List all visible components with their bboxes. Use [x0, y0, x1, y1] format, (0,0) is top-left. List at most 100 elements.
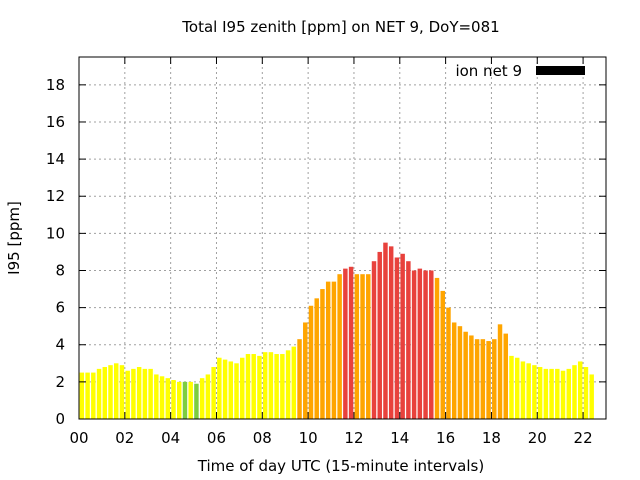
y-tick-label: 0: [55, 410, 65, 428]
bar: [366, 274, 371, 419]
x-tick-label: 08: [253, 429, 272, 447]
bar: [159, 376, 165, 419]
bar: [509, 355, 514, 419]
y-tick-label: 8: [55, 261, 65, 279]
bar: [532, 365, 537, 419]
bar: [537, 367, 543, 419]
bar: [486, 341, 491, 419]
bar: [514, 357, 520, 419]
y-tick-label: 12: [46, 187, 65, 205]
bar: [446, 307, 451, 419]
bar: [434, 277, 440, 419]
bar: [343, 268, 348, 419]
bar: [303, 322, 308, 419]
x-tick-label: 10: [299, 429, 318, 447]
bar: [331, 281, 337, 419]
bar: [325, 281, 331, 419]
bar: [543, 368, 549, 419]
bar: [85, 372, 90, 419]
bar: [492, 339, 497, 419]
x-tick-label: 02: [115, 429, 134, 447]
bar: [268, 352, 274, 419]
bar: [251, 354, 256, 419]
x-tick-label: 20: [528, 429, 547, 447]
bar: [142, 368, 148, 419]
bar: [560, 370, 566, 419]
bar: [285, 350, 291, 419]
bar: [257, 355, 262, 419]
bar: [457, 326, 463, 419]
bar: [194, 383, 199, 419]
x-tick-label: 22: [574, 429, 593, 447]
bar: [274, 354, 279, 419]
bar: [520, 361, 526, 419]
bar: [469, 335, 474, 419]
bar: [96, 368, 102, 419]
y-tick-label: 4: [55, 336, 65, 354]
y-axis: 0 2 4 6 8 10 12 14 16 18: [46, 76, 606, 428]
bar: [182, 381, 188, 419]
bar: [440, 290, 445, 419]
bar: [228, 361, 234, 419]
x-tick-label: 00: [69, 429, 88, 447]
plot-frame: [78, 56, 607, 420]
bar: [125, 370, 130, 419]
bar: [503, 333, 508, 419]
bar: [205, 374, 211, 419]
chart-title: Total I95 zenith [ppm] on NET 9, DoY=081: [181, 18, 499, 36]
bar: [451, 322, 457, 419]
bar: [91, 372, 96, 419]
bar: [526, 363, 531, 419]
bars: [79, 242, 594, 419]
bar: [262, 352, 268, 419]
bar: [406, 261, 411, 419]
bar: [371, 261, 377, 419]
y-tick-label: 18: [46, 76, 65, 94]
bar: [131, 368, 136, 419]
bar: [388, 246, 394, 419]
x-tick-label: 04: [161, 429, 180, 447]
legend-swatch: [536, 66, 585, 75]
bar: [423, 270, 428, 419]
bar: [480, 339, 486, 419]
bar: [360, 274, 365, 419]
x-tick-label: 06: [207, 429, 226, 447]
x-axis: 00 02 04 06 08 10 12 14 16 18 20 22: [69, 57, 593, 447]
bar: [308, 305, 314, 419]
bar: [199, 378, 205, 419]
bar: [555, 368, 560, 419]
bar: [171, 380, 176, 419]
y-tick-label: 14: [46, 150, 65, 168]
y-tick-label: 6: [55, 299, 65, 317]
bar: [417, 268, 423, 419]
bar: [566, 368, 572, 419]
bar: [320, 289, 325, 419]
bar: [314, 298, 319, 419]
legend: ion net 9: [455, 62, 585, 80]
bar: [188, 381, 193, 419]
x-tick-label: 18: [482, 429, 501, 447]
bar: [119, 365, 125, 419]
bar: [291, 346, 297, 419]
y-axis-label: I95 [ppm]: [5, 201, 23, 275]
y-tick-label: 10: [46, 224, 65, 242]
bar: [280, 354, 285, 419]
bar: [240, 357, 245, 419]
bar: [245, 354, 251, 419]
bar: [572, 365, 577, 419]
bar: [108, 365, 113, 419]
bar: [348, 266, 354, 419]
bar: [297, 339, 302, 419]
bar: [589, 374, 594, 419]
legend-label: ion net 9: [455, 62, 522, 80]
bar: [211, 367, 216, 419]
bar: [400, 253, 405, 419]
bar: [165, 378, 171, 419]
bar: [411, 270, 417, 419]
x-tick-label: 16: [436, 429, 455, 447]
bar: [337, 274, 342, 419]
bar: [377, 251, 382, 419]
bar: [474, 339, 480, 419]
x-tick-label: 12: [344, 429, 363, 447]
